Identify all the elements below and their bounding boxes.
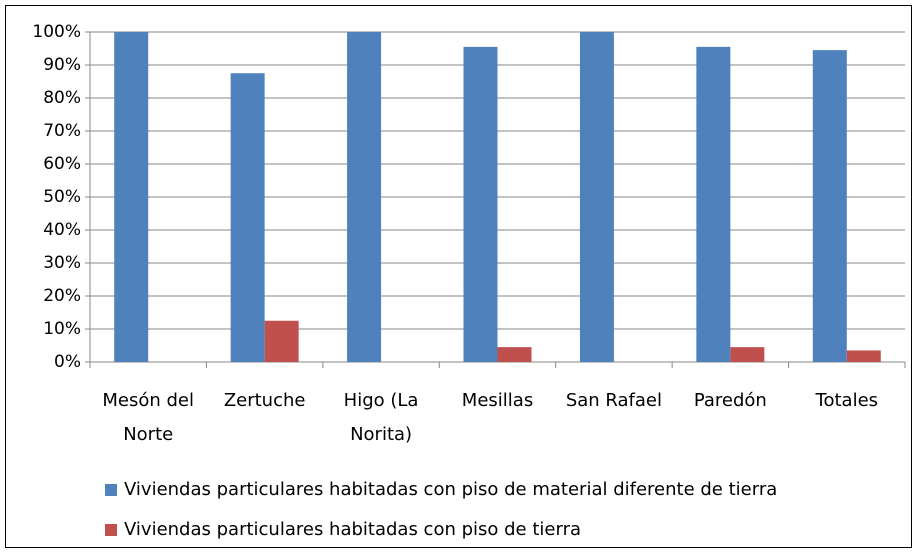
chart-border (5, 5, 912, 548)
bar (846, 350, 881, 362)
legend-swatch (105, 524, 117, 536)
y-tick-label: 80% (43, 88, 81, 108)
bar (264, 320, 299, 362)
legend-label: Viviendas particulares habitadas con pis… (124, 479, 777, 500)
y-tick-label: 30% (43, 253, 81, 273)
x-tick-label: Mesillas (461, 390, 534, 411)
bar (812, 50, 847, 363)
x-tick-label: Paredón (693, 390, 767, 411)
y-tick-label: 20% (43, 286, 81, 306)
bar (696, 46, 731, 362)
y-tick-label: 100% (32, 22, 81, 42)
y-tick-label: 0% (54, 352, 81, 372)
bar (114, 32, 149, 362)
y-tick-label: 40% (43, 220, 81, 240)
bar (230, 73, 265, 362)
y-tick-label: 10% (43, 319, 81, 339)
x-tick-label: Higo (La Norita) (343, 390, 419, 445)
x-tick-label: San Rafael (565, 390, 662, 411)
bar (579, 32, 614, 362)
x-tick-label: Totales (815, 390, 879, 411)
bar (463, 46, 498, 362)
bar (347, 32, 382, 362)
y-tick-label: 50% (43, 187, 81, 207)
y-tick-label: 70% (43, 121, 81, 141)
bar (497, 347, 532, 362)
y-tick-label: 90% (43, 55, 81, 75)
legend-swatch (105, 484, 117, 496)
bar (730, 347, 765, 362)
legend-label: Viviendas particulares habitadas con pis… (124, 519, 581, 540)
x-tick-label: Mesón del Norte (102, 390, 195, 445)
y-tick-label: 60% (43, 154, 81, 174)
x-tick-label: Zertuche (223, 390, 306, 411)
